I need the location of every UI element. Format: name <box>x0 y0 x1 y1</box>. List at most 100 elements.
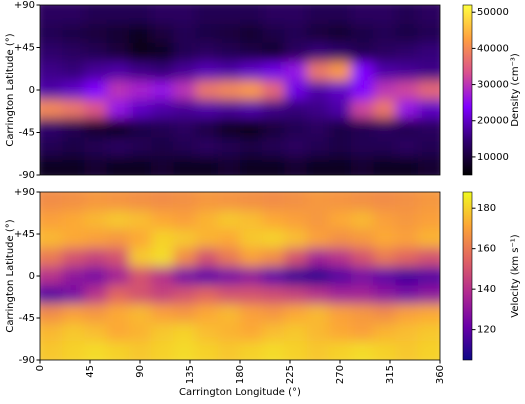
heat-cell <box>151 341 175 360</box>
heat-cell <box>84 42 108 63</box>
heat-cell <box>240 304 264 324</box>
colorbar-tick-label: 50000 <box>477 7 509 18</box>
heat-cell <box>128 341 153 360</box>
heat-cell <box>417 341 440 360</box>
heat-cell <box>128 229 153 249</box>
heat-cell <box>84 99 108 120</box>
heat-cell <box>284 80 308 101</box>
heat-cell <box>306 5 330 25</box>
heat-cell <box>328 5 353 25</box>
heat-cell <box>373 210 397 231</box>
heat-cell <box>40 322 64 343</box>
y-axis-label: Carrington Latitude (°) <box>5 219 16 332</box>
heat-cell <box>351 23 375 44</box>
heat-cell <box>151 322 175 343</box>
colorbar-tick-label: 140 <box>477 284 496 295</box>
heat-cell <box>395 156 419 175</box>
y-tick-label: +90 <box>14 0 35 11</box>
heat-cell <box>151 304 175 324</box>
heat-cell <box>284 137 308 158</box>
heat-cell <box>151 210 175 231</box>
heat-cell <box>128 210 153 231</box>
heat-cell <box>240 118 264 139</box>
heat-cell <box>128 285 153 305</box>
heat-cell <box>84 80 108 101</box>
y-axis-label: Carrington Latitude (°) <box>5 33 16 146</box>
heat-cell <box>106 80 130 101</box>
heat-cell <box>417 80 440 101</box>
heat-cell <box>328 322 353 343</box>
heat-cell <box>284 5 308 25</box>
heat-cell <box>62 322 86 343</box>
heat-cell <box>62 192 86 212</box>
heat-cell <box>195 61 219 82</box>
heat-cell <box>395 99 419 120</box>
heat-cell <box>351 229 375 249</box>
heat-cell <box>395 23 419 44</box>
heat-cell <box>106 23 130 44</box>
heat-cell <box>195 137 219 158</box>
heat-cell <box>106 266 130 287</box>
heat-cell <box>84 137 108 158</box>
colorbar-tick-label: 10000 <box>477 152 509 163</box>
heat-cell <box>217 285 241 305</box>
heat-cell <box>217 156 241 175</box>
heat-cell <box>262 42 286 63</box>
heat-cell <box>262 304 286 324</box>
heat-cell <box>106 137 130 158</box>
heat-cell <box>84 5 108 25</box>
heat-cell <box>173 266 197 287</box>
y-tick-label: +90 <box>14 187 35 198</box>
heat-cell <box>128 156 153 175</box>
heat-cell <box>173 42 197 63</box>
heat-cell <box>173 23 197 44</box>
x-axis-label: Carrington Longitude (°) <box>179 387 301 398</box>
heat-cell <box>128 80 153 101</box>
heat-cell <box>173 192 197 212</box>
heat-cell <box>373 248 397 268</box>
heat-cell <box>173 210 197 231</box>
heat-cell <box>395 285 419 305</box>
heat-cell <box>262 61 286 82</box>
y-tick-label: -90 <box>19 355 35 366</box>
heat-cell <box>395 42 419 63</box>
heat-cell <box>284 118 308 139</box>
heat-cell <box>62 137 86 158</box>
heat-cell <box>128 23 153 44</box>
heat-cell <box>151 23 175 44</box>
heat-cell <box>351 341 375 360</box>
heat-cell <box>151 285 175 305</box>
heat-cell <box>306 229 330 249</box>
heat-cell <box>395 341 419 360</box>
y-tick-label: -45 <box>19 313 35 324</box>
heat-cell <box>306 80 330 101</box>
heat-cell <box>306 156 330 175</box>
colorbar-label: Velocity (km s⁻¹) <box>510 234 521 318</box>
heat-cell <box>106 341 130 360</box>
heat-cell <box>40 137 64 158</box>
heat-cell <box>262 23 286 44</box>
heat-cell <box>106 192 130 212</box>
heat-cell <box>417 118 440 139</box>
colorbar-tick-label: 180 <box>477 203 496 214</box>
heat-cell <box>151 5 175 25</box>
heat-cell <box>151 229 175 249</box>
heat-cell <box>240 5 264 25</box>
heat-cell <box>62 80 86 101</box>
heat-cell <box>195 229 219 249</box>
heat-cell <box>395 304 419 324</box>
heat-cell <box>395 118 419 139</box>
heat-cell <box>262 118 286 139</box>
heat-cell <box>395 266 419 287</box>
heat-cell <box>306 285 330 305</box>
heat-cell <box>306 137 330 158</box>
heat-cell <box>262 156 286 175</box>
heat-cell <box>284 285 308 305</box>
heat-cell <box>40 341 64 360</box>
heat-cell <box>240 23 264 44</box>
heat-cell <box>84 322 108 343</box>
heat-cell <box>351 322 375 343</box>
heat-cell <box>217 5 241 25</box>
heat-cell <box>151 156 175 175</box>
